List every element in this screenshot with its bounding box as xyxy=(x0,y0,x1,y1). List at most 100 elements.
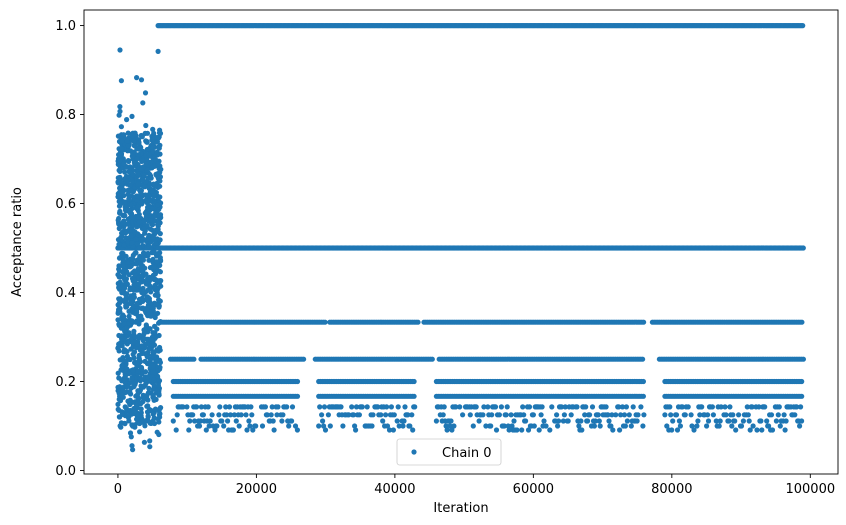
data-point xyxy=(139,134,145,140)
data-point xyxy=(119,189,125,195)
data-point xyxy=(127,182,133,188)
data-point xyxy=(279,418,285,424)
data-point xyxy=(124,383,130,390)
data-point xyxy=(115,272,121,278)
data-point xyxy=(322,427,329,433)
data-point xyxy=(145,414,151,420)
data-point xyxy=(121,314,127,320)
data-point xyxy=(122,207,129,213)
data-point xyxy=(127,169,133,175)
data-point xyxy=(589,404,596,410)
data-point xyxy=(155,382,161,388)
data-point xyxy=(733,427,739,433)
data-point xyxy=(746,418,752,424)
data-point xyxy=(762,404,768,410)
data-point xyxy=(275,404,281,410)
data-point xyxy=(216,412,222,418)
data-point xyxy=(133,401,139,407)
data-point xyxy=(327,423,333,429)
data-point xyxy=(187,418,193,424)
data-point xyxy=(745,412,751,418)
data-point xyxy=(135,171,141,177)
data-point xyxy=(514,427,520,433)
data-point xyxy=(147,326,153,332)
data-point xyxy=(709,404,716,410)
data-point xyxy=(531,423,537,429)
data-point xyxy=(280,412,286,418)
x-tick-label: 80000 xyxy=(651,482,692,497)
data-point xyxy=(151,420,158,427)
data-point xyxy=(402,404,408,410)
data-point xyxy=(116,348,122,354)
data-point xyxy=(130,367,136,373)
data-point xyxy=(122,213,128,219)
data-point xyxy=(554,412,560,418)
data-point xyxy=(294,378,301,385)
data-point xyxy=(190,412,196,418)
data-point xyxy=(142,90,149,96)
data-point xyxy=(236,423,242,429)
data-point xyxy=(799,393,805,399)
data-point xyxy=(694,423,700,429)
data-point xyxy=(585,418,591,424)
x-tick-label: 100000 xyxy=(785,482,835,497)
data-point xyxy=(726,418,732,424)
data-point xyxy=(116,321,122,327)
data-point xyxy=(555,423,561,429)
data-point xyxy=(243,412,249,418)
data-point xyxy=(799,319,805,325)
y-tick-label: 1.0 xyxy=(55,19,76,34)
data-point xyxy=(378,412,384,418)
data-point xyxy=(155,245,161,251)
data-point xyxy=(145,390,151,396)
data-point xyxy=(388,404,394,410)
data-point xyxy=(196,423,203,429)
data-point xyxy=(226,404,233,410)
data-point xyxy=(667,404,673,410)
data-point xyxy=(184,404,190,410)
data-point xyxy=(142,336,148,342)
data-point xyxy=(133,236,139,242)
data-point xyxy=(129,376,135,382)
data-point xyxy=(129,113,135,119)
data-point xyxy=(798,404,804,410)
data-point xyxy=(485,404,491,410)
data-point xyxy=(144,130,151,136)
data-point xyxy=(119,138,125,144)
data-point xyxy=(136,352,142,358)
data-point xyxy=(151,264,157,270)
x-tick-label: 40000 xyxy=(374,482,415,497)
data-point xyxy=(621,412,628,418)
data-point xyxy=(668,412,674,418)
data-point xyxy=(151,377,157,383)
legend: Chain 0 xyxy=(396,438,502,466)
data-point xyxy=(233,418,239,424)
data-point xyxy=(321,404,328,410)
data-point xyxy=(613,412,619,418)
data-point xyxy=(156,412,162,418)
data-point xyxy=(134,301,140,307)
data-point xyxy=(155,228,161,234)
data-point xyxy=(395,404,401,410)
data-point xyxy=(773,418,780,424)
data-point xyxy=(131,138,137,144)
data-point xyxy=(135,368,141,374)
data-point xyxy=(120,257,126,263)
data-point xyxy=(118,146,124,152)
data-point xyxy=(124,366,130,372)
data-point xyxy=(134,193,140,199)
data-point xyxy=(451,423,457,429)
data-point xyxy=(369,423,375,429)
data-point xyxy=(568,412,574,418)
data-point xyxy=(137,429,143,435)
data-point xyxy=(732,418,738,424)
data-point xyxy=(457,404,463,410)
data-point xyxy=(641,319,647,325)
data-point xyxy=(536,427,542,433)
data-point xyxy=(150,234,156,240)
data-point xyxy=(144,354,150,360)
data-point xyxy=(289,418,295,424)
data-point xyxy=(769,427,776,433)
data-point xyxy=(146,244,152,250)
